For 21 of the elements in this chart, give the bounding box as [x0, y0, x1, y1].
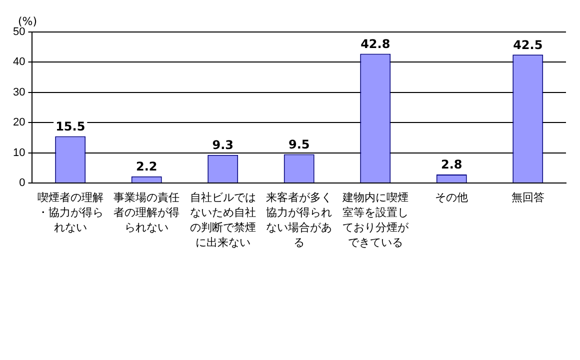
x-tick-label: 来客者が多く協力が得られない場合がある: [265, 190, 334, 250]
x-tick-label: 自社ビルではないため自社の判断で禁煙に出来ない: [188, 190, 257, 250]
data-label: 9.3: [212, 138, 234, 152]
x-tick-label: 無回答: [510, 190, 546, 205]
y-tick-label: 40: [12, 56, 26, 68]
x-tick-label: その他: [434, 190, 470, 205]
x-tick-label: 建物内に喫煙室等を設置しており分煙ができている: [341, 190, 410, 250]
y-tick-label: 20: [12, 116, 26, 129]
data-label: 2.8: [440, 158, 462, 172]
y-tick-label: 50: [12, 26, 26, 38]
y-tick-label: 0: [19, 177, 26, 190]
data-label: 42.8: [360, 36, 390, 51]
y-tick-label: 10: [12, 146, 26, 159]
data-label: 9.5: [288, 137, 310, 152]
x-tick-label: 喫煙者の理解・協力が得られない: [36, 190, 104, 235]
y-axis-title: (%): [18, 14, 38, 28]
x-tick-label: 事業場の責任者の理解が得られない: [112, 190, 181, 235]
y-tick-label: 30: [12, 86, 26, 98]
data-label: 2.2: [136, 159, 158, 174]
data-label: 42.5: [513, 38, 543, 52]
data-label: 15.5: [56, 119, 86, 134]
